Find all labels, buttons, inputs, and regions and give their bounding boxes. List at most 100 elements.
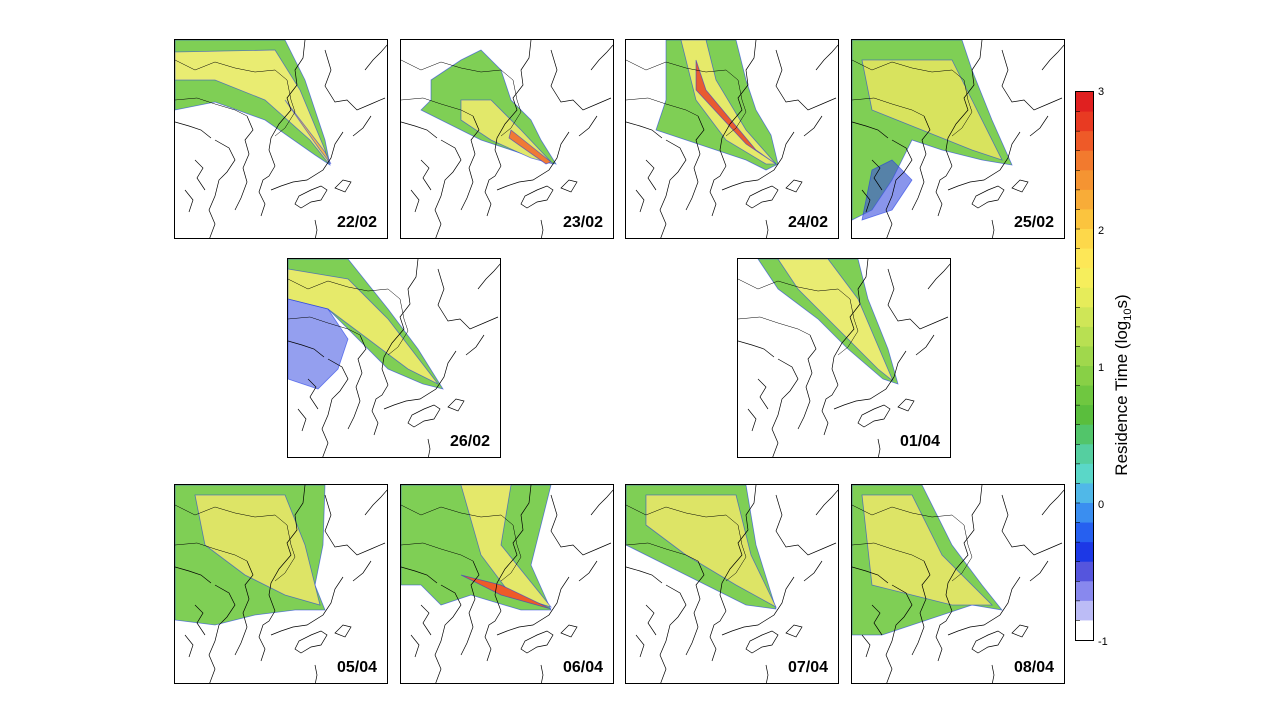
coastline: [184, 189, 194, 213]
coastline: [1011, 179, 1029, 193]
residence-time-map: [288, 259, 500, 457]
colorbar-swatch: [1076, 346, 1093, 367]
panel-date: 25/02: [1013, 214, 1054, 231]
coastline: [270, 576, 344, 636]
coastline: [270, 131, 344, 191]
residence-time-map: [852, 40, 1064, 238]
coastline: [635, 189, 645, 213]
border-line: [175, 97, 248, 117]
coastline: [494, 485, 532, 612]
coastline: [294, 630, 328, 654]
coastline: [947, 576, 1021, 636]
coastline: [208, 584, 236, 683]
panel-date: 07/04: [787, 659, 828, 676]
colorbar-swatch: [1076, 268, 1093, 289]
colorbar-swatch: [1076, 248, 1093, 269]
coastline: [258, 165, 276, 217]
coastline: [852, 121, 889, 139]
coastline: [334, 179, 352, 193]
coastline: [645, 159, 657, 191]
colorbar-swatch: [1076, 522, 1093, 543]
border-line: [951, 79, 973, 137]
coastline: [1001, 494, 1063, 556]
coastline: [550, 494, 612, 556]
coastline: [560, 179, 578, 193]
coastline: [268, 485, 306, 612]
plume-layer: [460, 485, 553, 608]
coastline: [410, 189, 420, 213]
colorbar-swatch: [1076, 385, 1093, 406]
colorbar-swatch: [1076, 229, 1093, 250]
panel-date: 24/02: [787, 214, 828, 231]
coastline: [927, 263, 950, 290]
coastline: [861, 189, 871, 213]
map-panel: 06/04: [400, 484, 614, 684]
coastline: [1001, 49, 1063, 111]
coastline: [194, 159, 206, 191]
coastline: [494, 40, 532, 167]
coastline: [945, 40, 983, 167]
coastline: [297, 408, 307, 432]
coastline: [460, 560, 480, 656]
coastline: [831, 259, 869, 386]
coastline: [945, 485, 983, 612]
panel-date: 05/04: [336, 659, 377, 676]
colorbar-swatch: [1076, 150, 1093, 171]
colorbar-swatch: [1076, 463, 1093, 484]
border-line: [500, 524, 522, 582]
residence-time-map: [626, 485, 838, 683]
coastline: [635, 634, 645, 658]
panel-date: 08/04: [1013, 659, 1054, 676]
coastline: [738, 340, 775, 358]
border-line: [852, 97, 925, 117]
coastline: [258, 610, 276, 662]
coastline: [915, 334, 935, 356]
coastline: [971, 185, 1005, 209]
coastline: [578, 115, 598, 137]
coastline: [747, 408, 757, 432]
border-line: [401, 59, 514, 81]
coastline: [288, 340, 325, 358]
border-line: [725, 524, 747, 582]
coastline: [833, 350, 907, 410]
coastline: [477, 263, 500, 290]
border-line: [288, 316, 361, 336]
coastline: [314, 664, 318, 683]
coastline: [560, 624, 578, 638]
coastline: [194, 604, 206, 636]
panel-date: 22/02: [336, 214, 377, 231]
coastline: [765, 664, 769, 683]
colorbar-swatch: [1076, 326, 1093, 347]
coastline: [803, 560, 823, 582]
colorbar-swatch: [1076, 366, 1093, 387]
coastline: [434, 584, 462, 683]
colorbar-swatch: [1076, 131, 1093, 152]
coastline: [709, 610, 727, 662]
colorbar-swatch: [1076, 444, 1093, 465]
colorbar-swatch: [1076, 189, 1093, 210]
coastline: [1041, 44, 1064, 71]
coastline: [1041, 489, 1064, 516]
panel-date: 01/04: [899, 433, 940, 450]
coastline: [719, 40, 757, 167]
map-panel: 22/02: [174, 39, 388, 239]
colorbar-swatch: [1076, 503, 1093, 524]
plume-layer: [861, 59, 1003, 161]
plume-layer: [508, 129, 552, 165]
coastline: [645, 604, 657, 636]
border-line: [500, 79, 522, 137]
coastline: [771, 358, 799, 457]
coastline: [364, 44, 387, 71]
colorbar-label: Residence Time (log10s): [1111, 294, 1135, 476]
coastline: [719, 485, 757, 612]
colorbar-swatch: [1076, 483, 1093, 504]
colorbar-swatch: [1076, 209, 1093, 230]
plume-layer: [175, 49, 330, 165]
border-line: [274, 524, 296, 582]
coastline: [709, 165, 727, 217]
border-line: [852, 59, 965, 81]
coastline: [857, 404, 891, 428]
colorbar-swatch: [1076, 542, 1093, 563]
coastline: [861, 634, 871, 658]
coastline: [991, 219, 995, 238]
